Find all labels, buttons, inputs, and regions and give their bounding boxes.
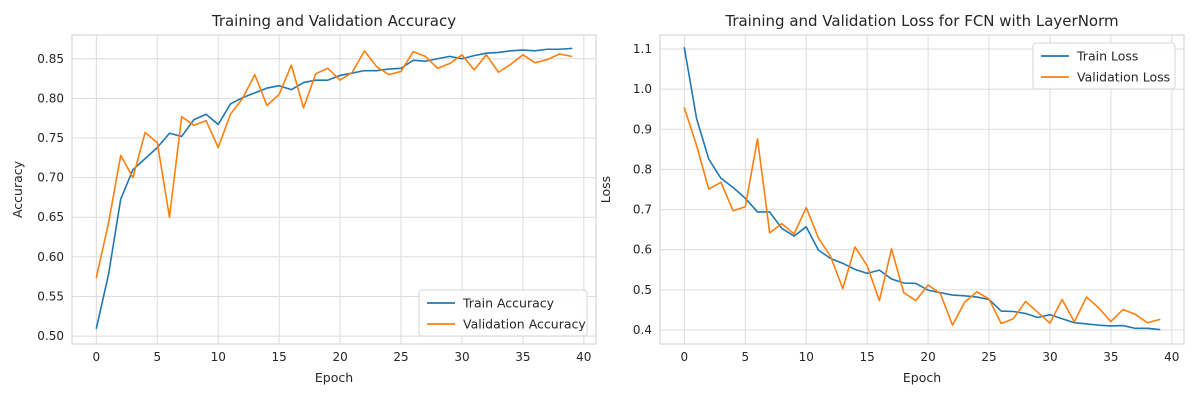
accuracy-series [95, 47, 573, 329]
accuracy-y-tick-label: 0.80 [37, 91, 64, 105]
loss-y-tick-label: 0.5 [633, 283, 652, 297]
loss-frame [659, 34, 1185, 345]
accuracy-train-line [95, 47, 573, 329]
loss-y-tick-label: 0.4 [633, 323, 652, 337]
accuracy-legend-box [418, 289, 588, 337]
loss-x-tick-label: 25 [981, 350, 996, 364]
loss-series [683, 47, 1161, 331]
accuracy-legend-label-validation: Validation Accuracy [463, 317, 586, 332]
accuracy-x-axis-label: Epoch [315, 370, 353, 385]
accuracy-frame [71, 34, 597, 345]
loss-x-tick-label: 15 [860, 350, 875, 364]
accuracy-y-tick-label: 0.70 [37, 171, 64, 185]
loss-x-tick-label: 35 [1103, 350, 1118, 364]
accuracy-x-tick-label: 25 [393, 350, 408, 364]
loss-ticks: 0 5 10 15 20 25 30 35 40 0.4 0.5 0.6 0.7 0.8 0.9 1.0 1.1 [633, 42, 1180, 364]
accuracy-x-tick-label: 30 [454, 350, 469, 364]
loss-legend-label-validation: Validation Loss [1077, 70, 1170, 85]
accuracy-plot-border [71, 34, 597, 345]
accuracy-y-tick-label: 0.60 [37, 250, 64, 264]
accuracy-x-tick-label: 0 [93, 350, 101, 364]
loss-x-tick-label: 10 [799, 350, 814, 364]
accuracy-y-tick-label: 0.65 [37, 210, 64, 224]
loss-legend-label-train: Train Loss [1076, 49, 1138, 64]
accuracy-x-tick-label: 15 [272, 350, 287, 364]
loss-y-tick-label: 0.6 [633, 243, 652, 257]
accuracy-ticks: 0 5 10 15 20 25 30 35 40 0.50 0.55 0.60 0.65 0.70 0.75… [37, 52, 591, 364]
accuracy-y-axis-label: Accuracy [10, 160, 25, 218]
loss-validation-line [683, 107, 1161, 326]
loss-train-line [683, 47, 1161, 331]
accuracy-x-tick-label: 40 [576, 350, 591, 364]
loss-x-tick-label: 20 [920, 350, 935, 364]
loss-y-tick-label: 1.1 [633, 42, 652, 56]
accuracy-validation-line [95, 50, 573, 279]
loss-y-tick-label: 0.9 [633, 122, 652, 136]
loss-chart-title: Training and Validation Loss for FCN wit… [724, 12, 1118, 30]
loss-plot-border [659, 34, 1185, 345]
accuracy-chart-title: Training and Validation Accuracy [211, 12, 456, 30]
accuracy-x-tick-label: 35 [515, 350, 530, 364]
accuracy-x-tick-label: 20 [332, 350, 347, 364]
accuracy-y-tick-label: 0.50 [37, 329, 64, 343]
accuracy-legend: Train Accuracy Validation Accuracy [418, 289, 588, 337]
loss-chart: 0 5 10 15 20 25 30 35 40 0.4 0.5 0.6 0.7 0.8 0.9 1.0 1.1… [598, 12, 1185, 385]
loss-legend: Train Loss Validation Loss [1032, 42, 1176, 90]
loss-x-tick-label: 40 [1164, 350, 1179, 364]
loss-x-tick-label: 5 [741, 350, 749, 364]
loss-y-tick-label: 1.0 [633, 82, 652, 96]
accuracy-y-tick-label: 0.75 [37, 131, 64, 145]
loss-y-tick-label: 0.8 [633, 162, 652, 176]
loss-y-tick-label: 0.7 [633, 203, 652, 217]
accuracy-x-tick-label: 5 [153, 350, 161, 364]
accuracy-chart: 0 5 10 15 20 25 30 35 40 0.50 0.55 0.60 0.65 0.70 0.75… [10, 12, 597, 385]
accuracy-y-tick-label: 0.85 [37, 52, 64, 66]
loss-x-axis-label: Epoch [903, 370, 941, 385]
accuracy-x-tick-label: 10 [211, 350, 226, 364]
loss-x-tick-label: 0 [681, 350, 689, 364]
loss-y-axis-label: Loss [598, 176, 613, 203]
accuracy-legend-label-train: Train Accuracy [462, 296, 555, 311]
accuracy-y-tick-label: 0.55 [37, 289, 64, 303]
loss-x-tick-label: 30 [1042, 350, 1057, 364]
